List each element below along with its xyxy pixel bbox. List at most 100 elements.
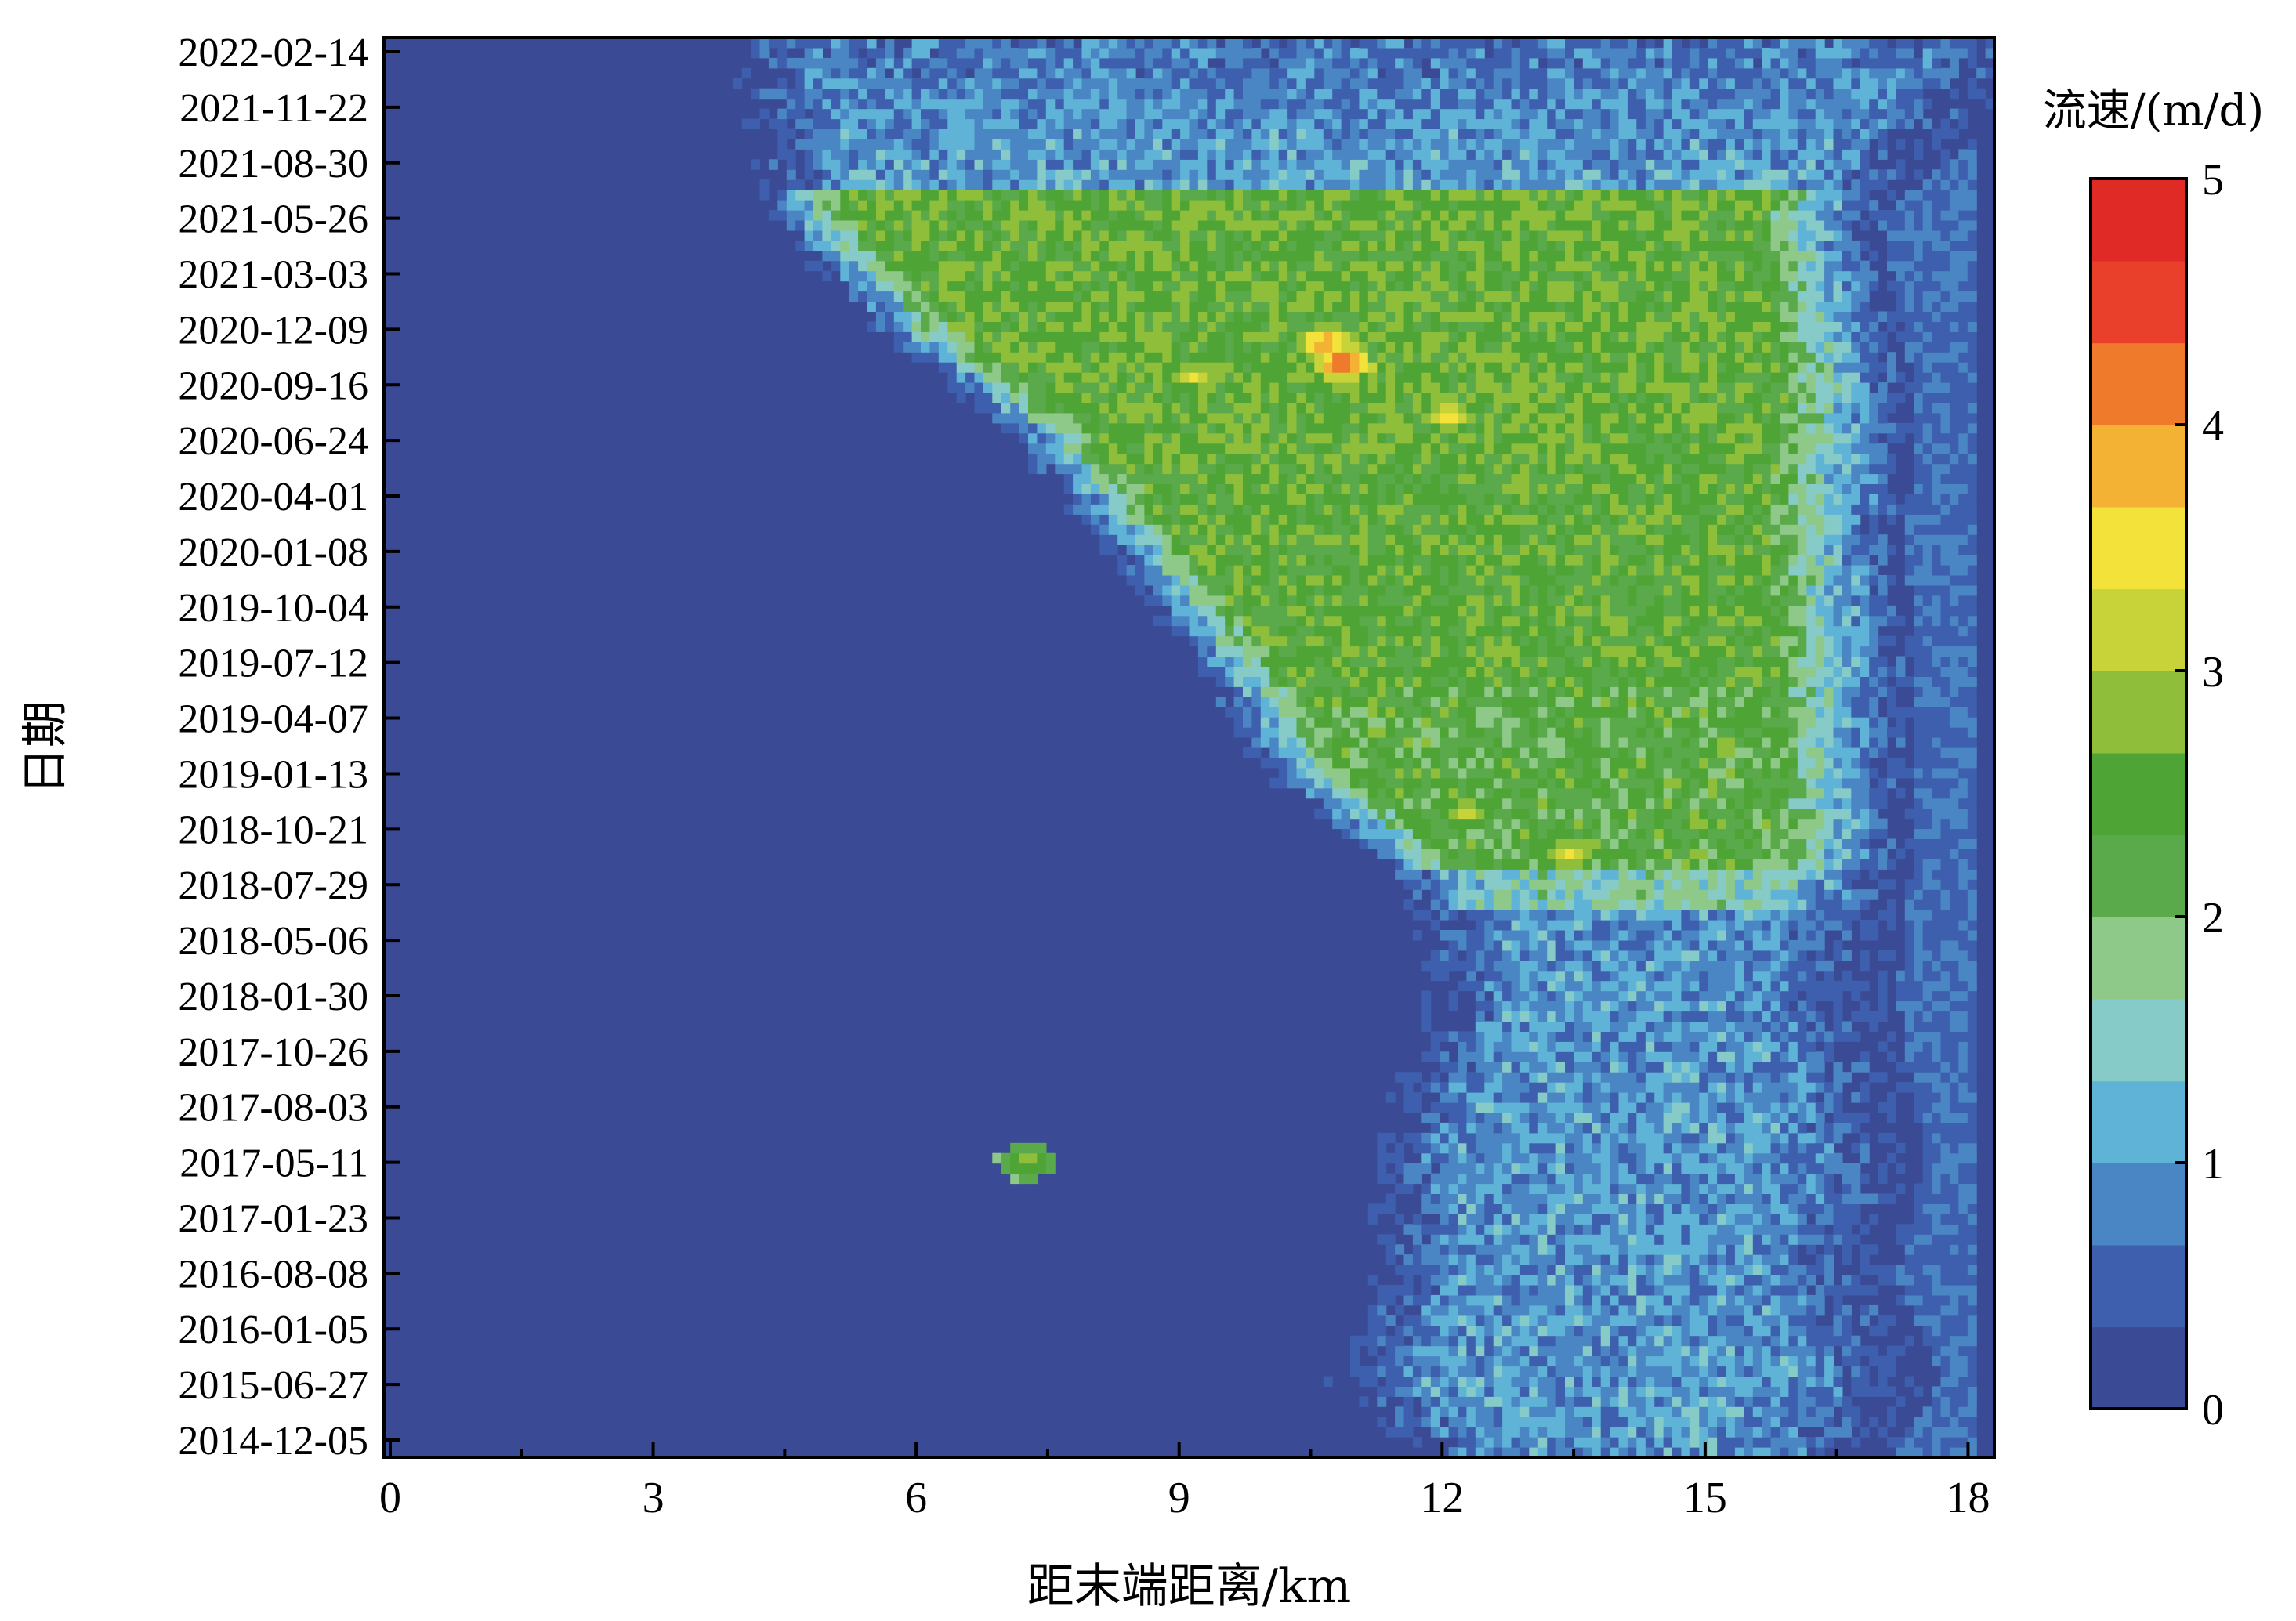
heatmap-cell — [1815, 859, 1825, 870]
heatmap-cell — [1421, 1254, 1450, 1265]
heatmap-cell — [1869, 504, 1879, 515]
heatmap-cell — [1475, 1183, 1503, 1194]
heatmap-cell — [1511, 828, 1521, 839]
heatmap-cell — [1689, 1203, 1709, 1214]
heatmap-cell — [1699, 443, 1736, 454]
heatmap-cell — [1162, 432, 1172, 444]
heatmap-cell — [1744, 1234, 1754, 1245]
heatmap-cell — [1636, 1345, 1664, 1357]
heatmap-cell — [1708, 1294, 1718, 1306]
heatmap-cell — [1421, 1021, 1432, 1032]
heatmap-cell — [1367, 534, 1387, 545]
heatmap-cell — [1537, 737, 1566, 748]
heatmap-cell — [1663, 939, 1673, 951]
heatmap-cell — [1090, 483, 1100, 494]
heatmap-cell — [1967, 859, 1977, 870]
heatmap-cell — [1377, 635, 1387, 647]
heatmap-cell — [1958, 960, 1977, 972]
heatmap-cell — [1260, 432, 1270, 444]
heatmap-cell — [1914, 939, 1924, 951]
heatmap-cell — [1663, 767, 1673, 779]
heatmap-cell — [1878, 1275, 1896, 1286]
heatmap-cell — [1896, 1447, 1924, 1458]
heatmap-cell — [1860, 646, 1879, 657]
heatmap-cell — [1493, 1173, 1512, 1185]
heatmap-cell — [1860, 960, 1870, 972]
heatmap-cell — [1314, 777, 1324, 789]
heatmap-cell — [1744, 1041, 1754, 1052]
heatmap-cell — [1610, 939, 1620, 951]
heatmap-cell — [1251, 545, 1262, 555]
heatmap-cell — [1610, 1041, 1620, 1052]
heatmap-cell — [1475, 656, 1485, 667]
heatmap-cell — [1645, 889, 1655, 900]
heatmap-cell — [1412, 930, 1422, 941]
heatmap-cell — [1940, 1406, 1950, 1417]
heatmap-cell — [1493, 1214, 1503, 1225]
heatmap-cell — [1574, 808, 1584, 820]
heatmap-cell — [1529, 1011, 1539, 1022]
heatmap-cell — [1645, 1051, 1673, 1062]
heatmap-cell — [1851, 666, 1861, 677]
heatmap-cell — [1296, 595, 1306, 606]
heatmap-cell — [1689, 686, 1700, 697]
heatmap-cell — [1574, 635, 1584, 647]
heatmap-cell — [1493, 514, 1503, 525]
heatmap-cell — [1887, 686, 1896, 697]
heatmap-cell — [1547, 1325, 1566, 1337]
heatmap-cell — [1350, 1366, 1378, 1377]
heatmap-cell — [1475, 1031, 1485, 1042]
heatmap-cell — [1654, 575, 1682, 586]
heatmap-cell — [1797, 737, 1816, 748]
heatmap-cell — [1681, 1234, 1691, 1245]
heatmap-cell — [1502, 727, 1512, 738]
heatmap-cell — [1860, 575, 1870, 586]
heatmap-cell — [1466, 828, 1485, 839]
heatmap-cell — [1555, 990, 1566, 1002]
heatmap-cell — [1815, 1214, 1834, 1225]
heatmap-cell — [1896, 980, 1924, 992]
heatmap-cell — [1081, 422, 1100, 434]
heatmap-cell — [1689, 1437, 1700, 1448]
heatmap-cell — [1458, 757, 1467, 769]
heatmap-cell — [1484, 646, 1521, 657]
heatmap-cell — [1958, 879, 1968, 890]
heatmap-cell — [1752, 1304, 1762, 1316]
heatmap-cell — [1574, 818, 1584, 830]
heatmap-cell — [1958, 1203, 1968, 1214]
heatmap-cell — [1699, 1132, 1709, 1144]
heatmap-cell — [1869, 432, 1879, 444]
heatmap-cell — [1162, 393, 1172, 403]
heatmap-cell — [1654, 869, 1664, 880]
heatmap-cell — [1350, 818, 1360, 830]
heatmap-cell — [1010, 393, 1020, 403]
heatmap-cell — [1529, 615, 1539, 627]
heatmap-cell — [1806, 1163, 1825, 1174]
heatmap-cell — [1860, 848, 1870, 859]
heatmap-cell — [1708, 453, 1727, 465]
heatmap-cell — [1484, 1386, 1494, 1397]
heatmap-cell — [1537, 980, 1548, 992]
heatmap-cell — [1618, 514, 1628, 525]
heatmap-cell — [1752, 818, 1762, 830]
heatmap-cell — [1734, 1132, 1744, 1144]
heatmap-cell — [1744, 1173, 1762, 1185]
heatmap-cell — [1699, 646, 1727, 657]
heatmap-cell — [1627, 1335, 1637, 1347]
heatmap-cell — [1797, 1417, 1825, 1427]
heatmap-cell — [1833, 686, 1843, 697]
heatmap-cell — [1618, 859, 1628, 870]
heatmap-cell — [1332, 524, 1351, 535]
heatmap-cell — [1689, 697, 1709, 707]
heatmap-cell — [1734, 1214, 1754, 1225]
heatmap-cell — [1824, 808, 1852, 820]
heatmap-cell — [1663, 402, 1673, 414]
heatmap-cell — [1815, 808, 1825, 820]
heatmap-cell — [1636, 1193, 1646, 1204]
heatmap-cell — [1780, 463, 1789, 475]
heatmap-cell — [1744, 1366, 1754, 1377]
heatmap-cell — [1395, 545, 1405, 555]
heatmap-cell — [1958, 1142, 1977, 1154]
heatmap-cell — [1806, 575, 1816, 586]
heatmap-cell — [1243, 646, 1270, 657]
